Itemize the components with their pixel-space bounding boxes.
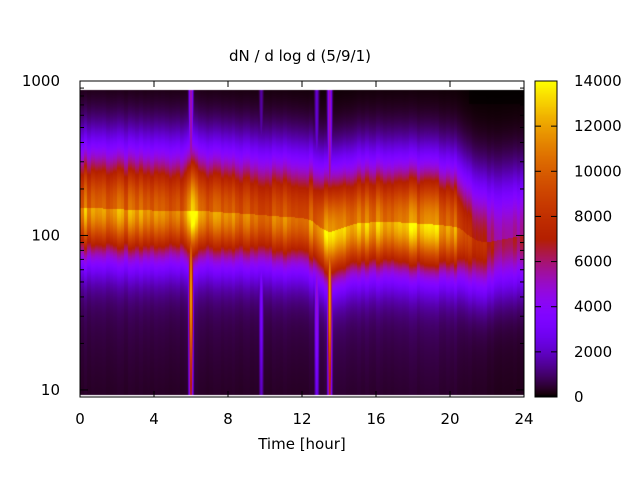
x-tick-label: 20 [440,410,459,428]
x-axis-label: Time [hour] [257,435,346,453]
colorbar-ticks: 0 2000 4000 6000 8000 10000 12000 14000 [535,72,622,406]
y-axis: 10 100 1000 [22,72,524,399]
x-tick-label: 24 [514,410,533,428]
heatmap [80,81,524,397]
x-tick-label: 0 [75,410,85,428]
x-tick-label: 16 [366,410,385,428]
colorbar-tick-label: 4000 [574,298,612,316]
chart-title: dN / d log d (5/9/1) [229,47,371,65]
colorbar-tick-label: 12000 [574,117,622,135]
colorbar-tick-label: 8000 [574,207,612,225]
colorbar-tick-label: 0 [574,388,584,406]
colorbar-frame [534,80,558,398]
colorbar-gradient [535,81,557,397]
heatmap-image [80,81,524,397]
x-tick-label: 4 [149,410,159,428]
colorbar-tick-label: 6000 [574,253,612,271]
x-tick-label: 12 [292,410,311,428]
x-axis: 0 4 8 12 16 20 24 [75,81,534,428]
colorbar-tick-label: 2000 [574,343,612,361]
colorbar: 0 2000 4000 6000 8000 10000 12000 14000 [534,72,622,406]
x-tick-label: 8 [223,410,233,428]
y-tick-label: 10 [41,381,60,399]
colorbar-tick-label: 10000 [574,162,622,180]
y-tick-label: 100 [31,226,60,244]
colorbar-tick-label: 14000 [574,72,622,90]
y-tick-label: 1000 [22,72,60,90]
